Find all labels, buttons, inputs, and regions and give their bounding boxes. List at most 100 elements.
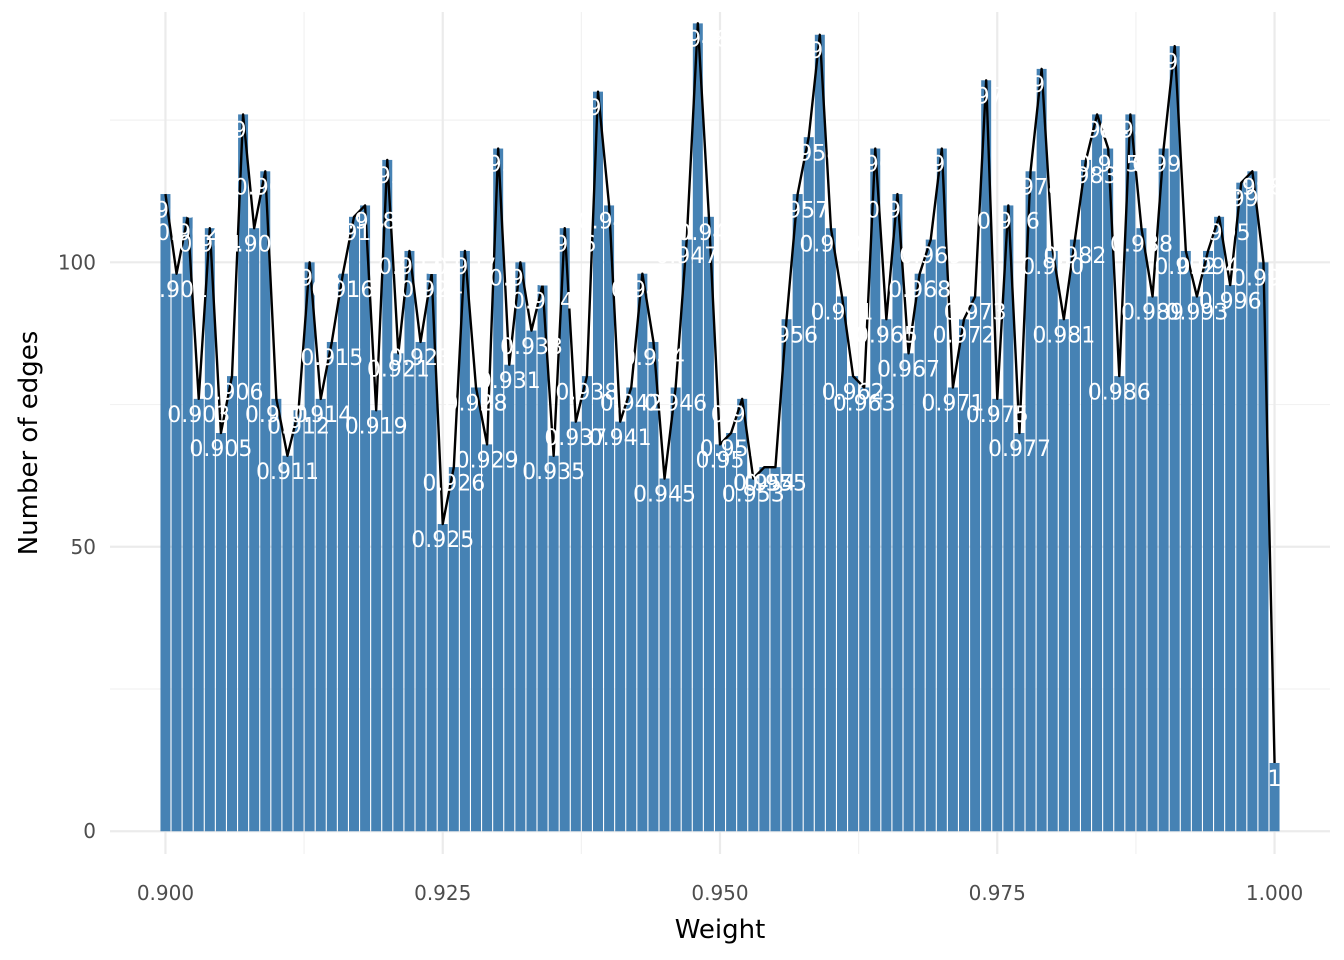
bar	[803, 137, 814, 832]
bar-label: 0.949	[677, 221, 740, 246]
bar-label: 0.923	[389, 346, 452, 371]
bar	[859, 387, 870, 832]
bar-label: 0.926	[422, 471, 485, 496]
bar	[659, 478, 670, 832]
bar	[215, 433, 226, 832]
bar	[1191, 296, 1202, 832]
bar	[326, 341, 337, 832]
bar	[537, 285, 548, 832]
bar	[1081, 159, 1091, 832]
bar-label: 0.986	[1088, 380, 1151, 405]
bar	[792, 194, 803, 832]
bar-label: 0.985	[1077, 153, 1140, 178]
bar-label: 0.934	[511, 289, 574, 314]
bar	[315, 398, 326, 832]
bar	[825, 228, 836, 832]
bar-label: 0.972	[933, 323, 996, 348]
bar-label: 0.913	[278, 267, 341, 292]
bar	[626, 387, 637, 832]
bar	[715, 444, 725, 832]
bar-label: 0.905	[189, 437, 252, 462]
bar	[471, 387, 481, 832]
bar-label: 0.961	[811, 301, 874, 326]
bar-label: 0.968	[888, 278, 951, 303]
bar-label: 0.904	[178, 232, 241, 257]
bar	[814, 34, 825, 832]
bar	[515, 262, 526, 832]
bar-label: 0.941	[589, 426, 652, 451]
bar-label: 0.960	[799, 232, 862, 257]
bar	[848, 376, 859, 832]
bar-label: 0.910	[245, 403, 308, 428]
x-tick-label: 0.925	[414, 881, 471, 905]
bar-label: 0.947	[655, 244, 718, 269]
bar-label: 0.908	[223, 232, 286, 257]
bar	[437, 524, 448, 832]
bar-label: 0.957	[766, 198, 829, 223]
bar-label: 0.999	[1232, 267, 1295, 292]
bar-label: 0.973	[944, 301, 1007, 326]
bar	[881, 319, 892, 832]
bar-label: 0.962	[822, 380, 885, 405]
bar	[526, 330, 537, 832]
bar	[903, 353, 914, 832]
bar	[726, 433, 737, 832]
bar-label: 0.924	[400, 278, 463, 303]
bar-label: 0.929	[456, 449, 519, 474]
bar	[947, 387, 958, 832]
bar-label: 0.951	[700, 437, 763, 462]
bar-label: 0.992	[1154, 255, 1217, 280]
bar-label: 0.909	[234, 176, 297, 201]
bar	[382, 159, 393, 832]
bar-label: 0.937	[544, 426, 607, 451]
bar-label: 0.997	[1210, 187, 1273, 212]
bar	[1203, 250, 1213, 832]
bar-label: 0.970	[910, 153, 973, 178]
bar	[482, 444, 493, 832]
bar-label: 0.920	[356, 164, 419, 189]
bar	[970, 296, 981, 832]
bar	[1036, 68, 1047, 832]
bar-label: 0.916	[311, 278, 374, 303]
bar-label: 0.952	[711, 403, 774, 428]
x-axis-title: Weight	[675, 915, 766, 945]
bar-label: 0.954	[733, 471, 796, 496]
bar-label: 0.933	[500, 335, 563, 360]
bar	[415, 341, 426, 832]
bar	[703, 216, 714, 832]
bar	[593, 91, 603, 832]
bar-label: 0.927	[433, 255, 496, 280]
bar-label: 0.946	[644, 392, 707, 417]
bar	[271, 398, 282, 832]
bar	[1103, 148, 1114, 832]
bar	[570, 421, 581, 832]
bar-label: 0.938	[555, 380, 618, 405]
bar-label: 0.944	[622, 346, 685, 371]
bar	[581, 376, 592, 832]
bar	[759, 467, 770, 832]
bar-label: 0.981	[1032, 323, 1095, 348]
x-tick-label: 1.000	[1246, 881, 1303, 905]
bar-label: 0.980	[1021, 255, 1084, 280]
bar	[249, 228, 260, 832]
y-axis-title: Number of edges	[14, 331, 44, 556]
bar	[1136, 228, 1147, 832]
bar	[925, 239, 936, 832]
bar-label: 0.948	[666, 28, 729, 53]
x-tick-label: 0.900	[137, 881, 194, 905]
bar-label: 0.959	[788, 39, 851, 64]
bar-label: 0.912	[267, 414, 330, 439]
bar	[1147, 296, 1158, 832]
bar-label: 0.918	[334, 210, 397, 235]
bar	[204, 228, 215, 832]
bar-labels: 0.900 0.901 0.902 0.903 0.904 0.905 0.906 0.907…	[134, 28, 1295, 793]
bar	[227, 376, 237, 832]
bar	[260, 171, 271, 832]
bar	[748, 478, 759, 832]
bar	[1114, 376, 1125, 832]
x-axis-ticks: 0.900 0.925 0.950 0.975 1.000	[137, 881, 1303, 905]
bar-label: 0.921	[367, 358, 430, 383]
bar-label: 0.964	[844, 153, 907, 178]
bar	[493, 148, 504, 832]
y-axis-ticks: 0 50 100	[58, 250, 96, 843]
